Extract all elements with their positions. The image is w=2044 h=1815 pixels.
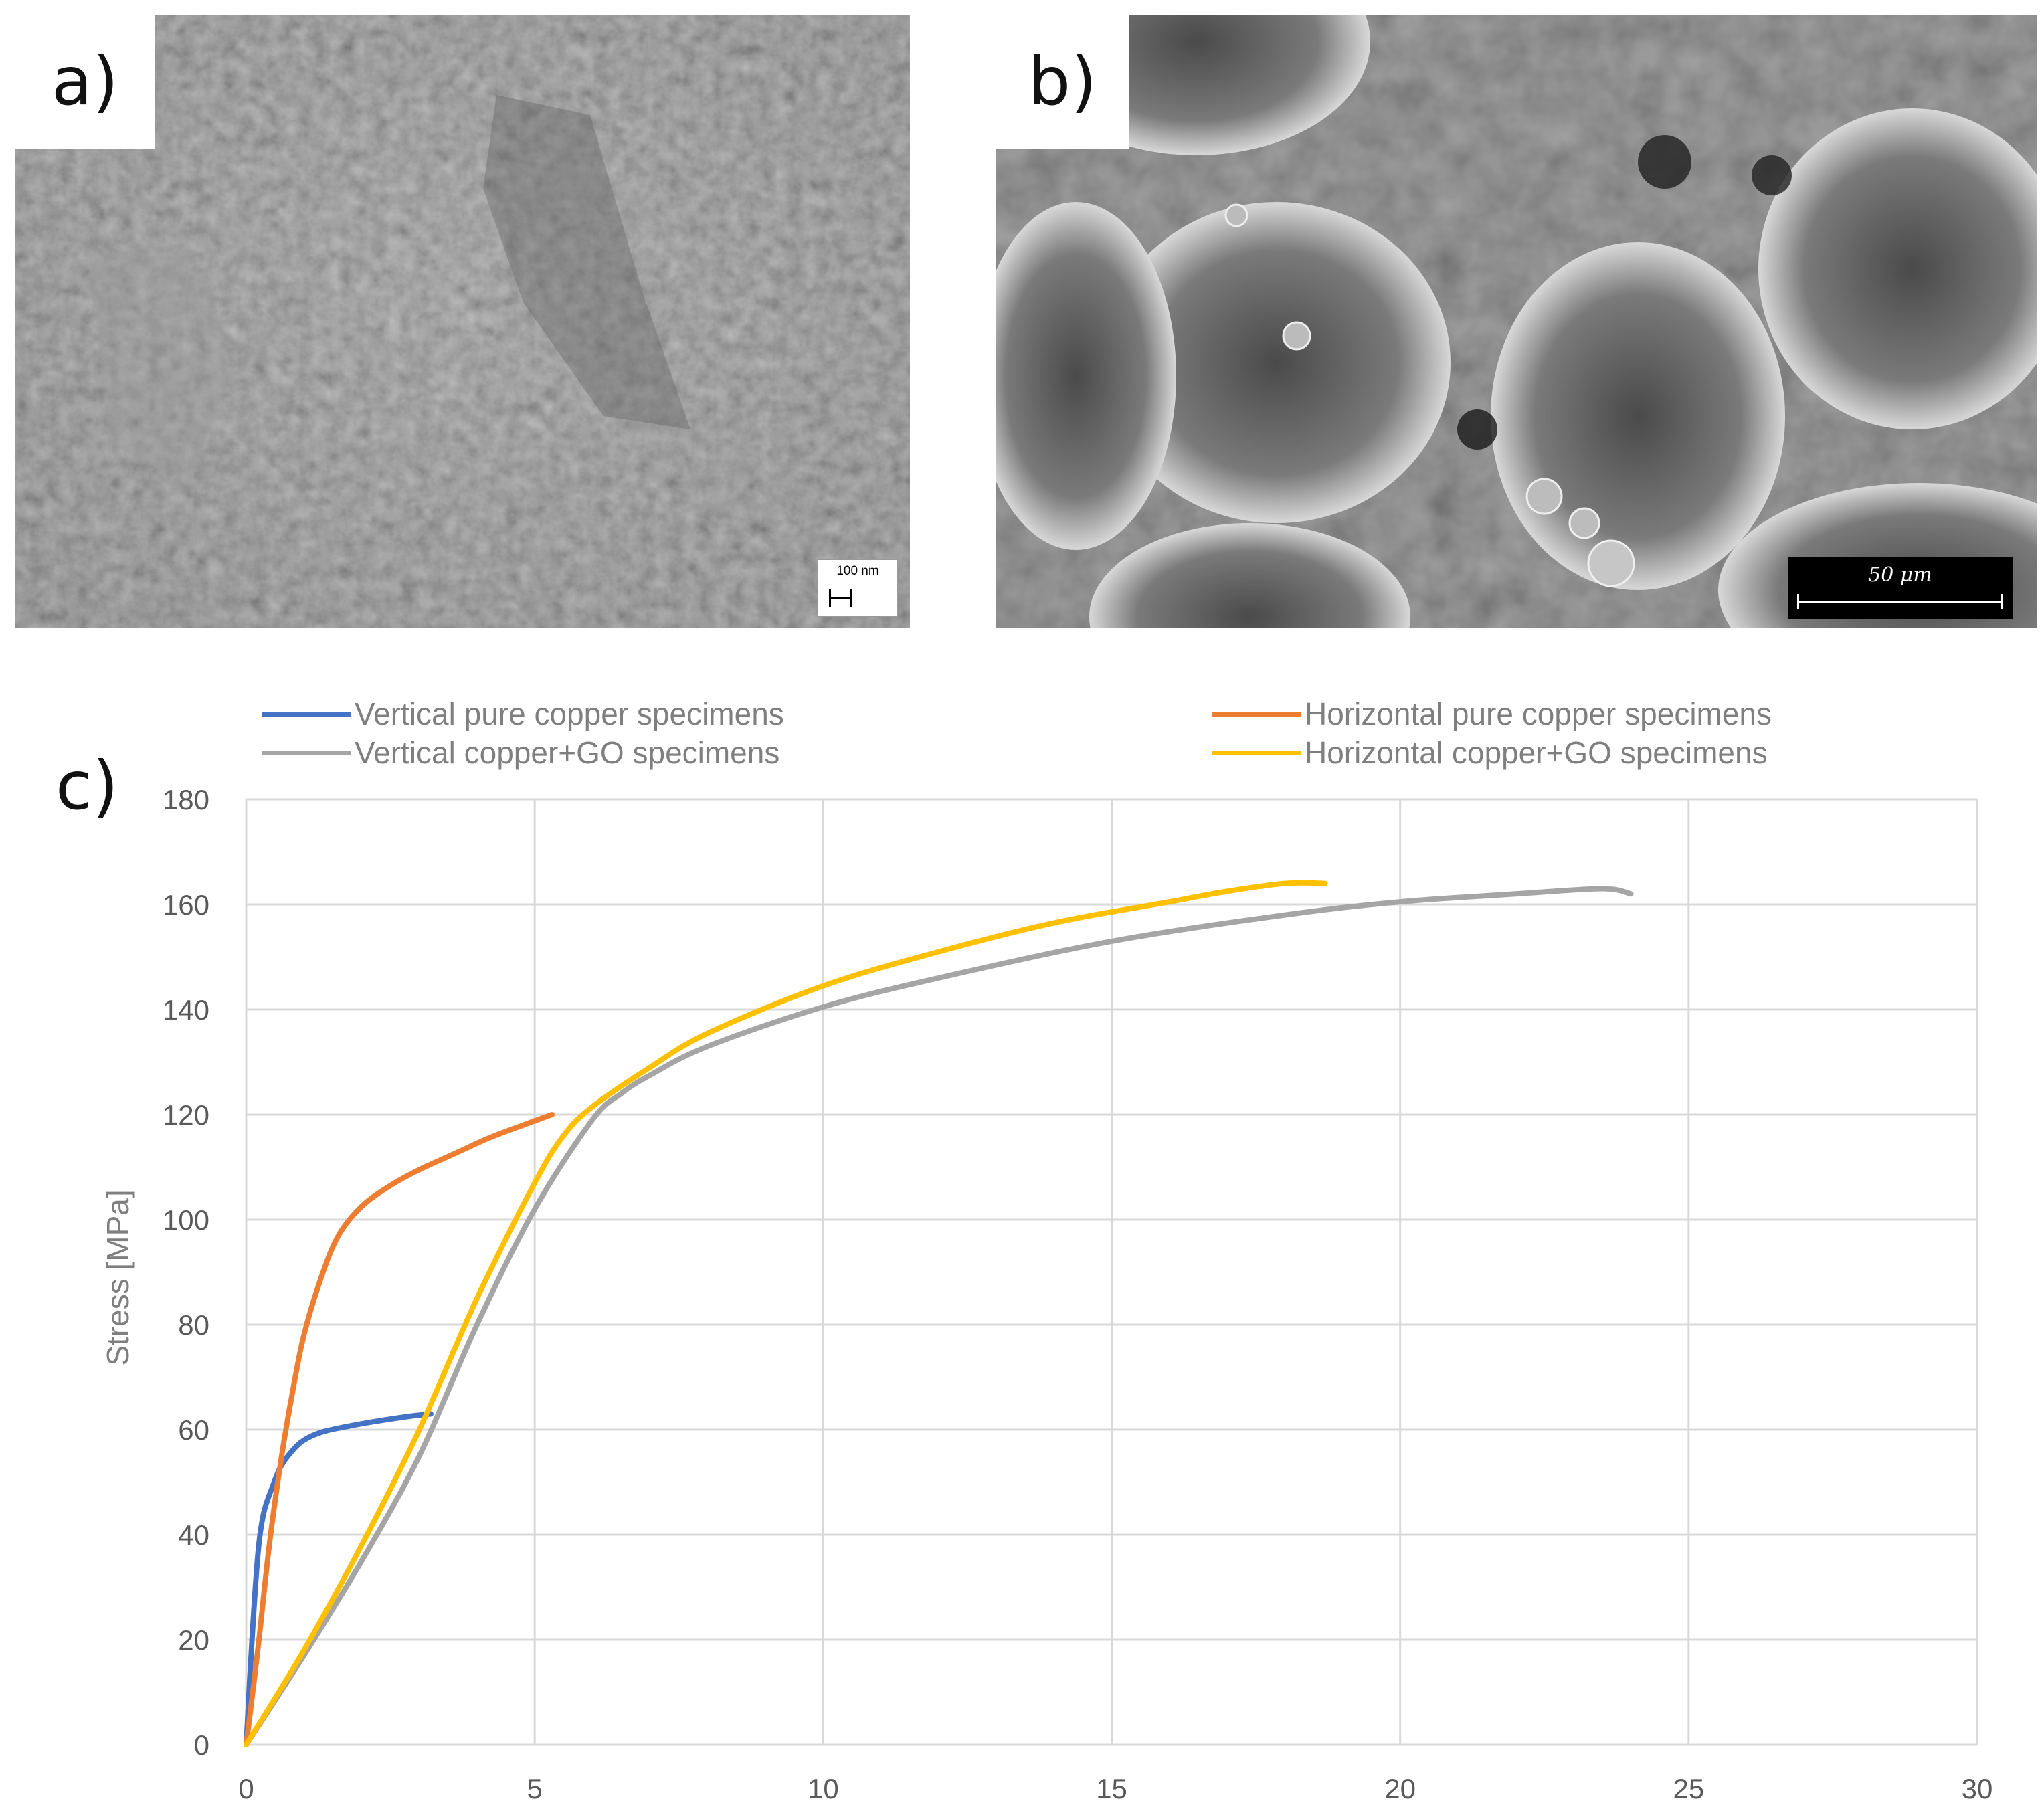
sem-texture-b bbox=[996, 15, 2037, 628]
legend-item-horizontal-go: Horizontal copper+GO specimens bbox=[1212, 735, 1768, 771]
x-tick-label: 30 bbox=[1962, 1773, 1993, 1804]
series-line bbox=[244, 880, 1328, 1747]
series-line bbox=[244, 1112, 555, 1747]
scale-bar-b-line bbox=[1797, 594, 2003, 609]
legend-item-vertical-pure: Vertical pure copper specimens bbox=[262, 696, 784, 732]
scale-bar-a: 100 nm bbox=[818, 559, 898, 617]
scale-bar-b: 50 μm bbox=[1788, 557, 2013, 619]
y-tick-label: 40 bbox=[178, 1519, 209, 1551]
sem-image-b bbox=[996, 15, 2037, 628]
legend-swatch bbox=[262, 711, 351, 717]
y-tick-label: 0 bbox=[194, 1729, 209, 1761]
y-tick-label: 120 bbox=[163, 1099, 209, 1131]
y-axis-title: Stress [MPa] bbox=[100, 1189, 135, 1365]
x-tick-label: 5 bbox=[527, 1773, 542, 1804]
panel-label-b: b) bbox=[996, 15, 1129, 149]
series-line bbox=[244, 1411, 434, 1747]
chart-grid bbox=[245, 798, 1978, 1746]
legend-label: Horizontal pure copper specimens bbox=[1305, 696, 1772, 731]
y-tick-label: 100 bbox=[163, 1204, 209, 1236]
scale-bar-a-label: 100 nm bbox=[836, 564, 879, 578]
legend-swatch bbox=[1212, 711, 1301, 717]
x-tick-label: 25 bbox=[1673, 1773, 1704, 1804]
chart-series bbox=[244, 880, 1634, 1747]
legend-swatch bbox=[262, 750, 351, 755]
sem-texture-a bbox=[15, 15, 910, 628]
scale-bar-b-label: 50 μm bbox=[1868, 563, 1932, 587]
legend-item-horizontal-pure: Horizontal pure copper specimens bbox=[1212, 696, 1772, 732]
panel-label-c: c) bbox=[56, 747, 118, 825]
legend-label: Vertical pure copper specimens bbox=[355, 696, 784, 731]
legend-label: Vertical copper+GO specimens bbox=[355, 735, 780, 770]
y-tick-label: 20 bbox=[178, 1624, 209, 1656]
legend-swatch bbox=[1212, 750, 1301, 755]
y-tick-label: 160 bbox=[163, 889, 209, 921]
y-tick-label: 60 bbox=[178, 1414, 209, 1446]
series-line bbox=[244, 886, 1634, 1747]
legend-label: Horizontal copper+GO specimens bbox=[1305, 735, 1768, 770]
y-tick-label: 80 bbox=[178, 1309, 209, 1341]
y-tick-label: 180 bbox=[163, 784, 209, 816]
legend-item-vertical-go: Vertical copper+GO specimens bbox=[262, 735, 779, 771]
x-tick-label: 0 bbox=[238, 1773, 254, 1804]
scale-bar-a-line bbox=[829, 589, 852, 607]
y-tick-label: 140 bbox=[163, 994, 209, 1026]
x-tick-label: 20 bbox=[1384, 1773, 1416, 1804]
x-tick-label: 15 bbox=[1096, 1773, 1127, 1804]
chart-ticks: 0 20 40 60 80 100 120 140 160 180 0 5 10 15 20 25 30 bbox=[163, 784, 1992, 1804]
panel-label-a: a) bbox=[15, 15, 155, 149]
x-tick-label: 10 bbox=[808, 1773, 839, 1804]
sem-image-a bbox=[15, 15, 910, 628]
